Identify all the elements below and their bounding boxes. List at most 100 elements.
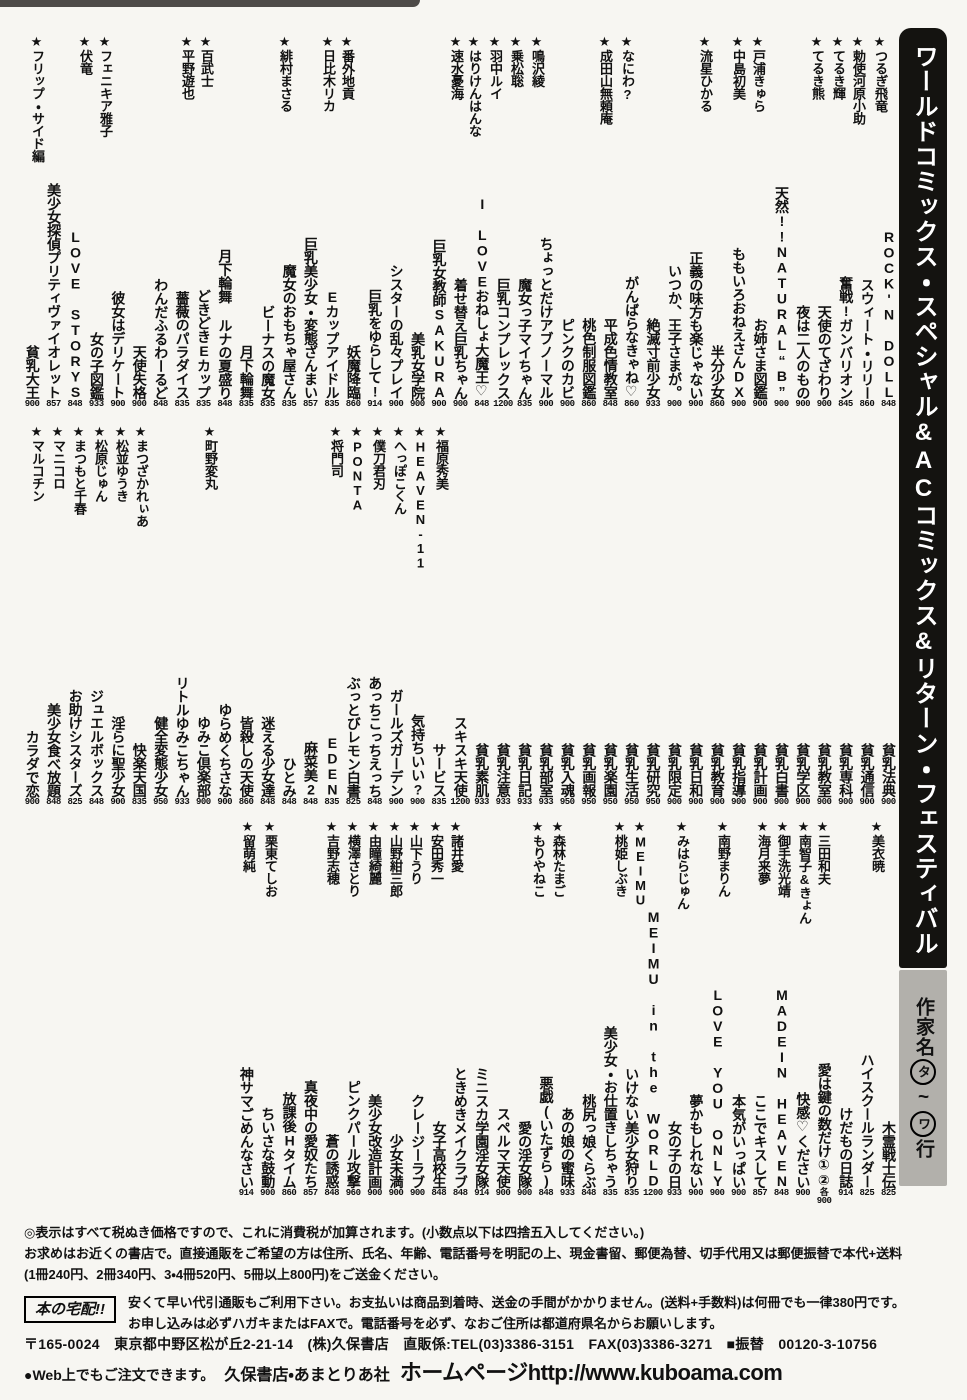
book-title: Eカップアイドル [324, 289, 341, 399]
book-price: 848 [452, 1188, 468, 1198]
author-name: ★はりけんはんな [467, 35, 482, 137]
book-price: 900 [795, 399, 811, 409]
book-price: 900 [731, 797, 746, 807]
author-name: ★松並ゆうき [114, 425, 129, 502]
book-price: 900 [131, 399, 147, 409]
book-price: 848 [46, 797, 61, 807]
book-title: ゆみこ倶楽部 [196, 716, 212, 797]
author-name: ★留萌純 [241, 820, 256, 872]
book-price: 900 [795, 1188, 811, 1198]
book-price: 900 [495, 1188, 511, 1198]
book-title: EDEN [324, 735, 341, 797]
book-title: 妖魔降臨 [345, 345, 362, 399]
book-price: 900 [410, 399, 425, 409]
book-title: 巨乳コンプレックス [495, 277, 512, 400]
book-price: 857 [302, 1188, 318, 1198]
book-price: 860 [581, 399, 596, 409]
book-title: ひとみ [281, 756, 298, 798]
book-title: 魔女のおもちゃ屋さん [281, 264, 298, 399]
book-title: 貧乳素肌 [474, 743, 491, 797]
book-price: 900 [410, 1188, 425, 1198]
author-name: ★まつもと千春 [72, 425, 87, 515]
author-name: ★諸井愛 [449, 820, 464, 872]
book-price: 900 [838, 797, 853, 807]
home-delivery-notes: 安くて早い代引通販もご利用下さい。お支払いは商品到着時、送金の手間がかかりません… [128, 1292, 905, 1334]
book-price: 860 [281, 1188, 297, 1198]
book-price: 848 [538, 1188, 554, 1198]
author-name: ★みはらじゅん [675, 820, 690, 910]
author-name: ★マルコチン [30, 425, 45, 502]
author-name: ★羽中ルイ [488, 35, 503, 100]
book-price: 848 [880, 399, 896, 409]
book-title: 蒼の誘惑 [324, 1134, 341, 1188]
book-price: 900 [110, 399, 126, 409]
book-price: 933 [495, 797, 511, 807]
author-name: ★吉野志穂 [325, 820, 340, 885]
book-price: 900 [880, 797, 896, 807]
book-title: 貧乳楽園 [602, 743, 619, 797]
book-price: 900 [666, 797, 682, 807]
book-title: 天然!!NATURAL“B” [773, 186, 790, 399]
book-price: 933 [474, 797, 489, 807]
book-title: 淫らに聖少女 [110, 716, 127, 797]
book-title: あっちこっちえっち [367, 675, 384, 798]
book-price: 933 [517, 797, 532, 807]
book-price: 848 [302, 797, 318, 807]
author-name: ★PONTA [350, 425, 365, 512]
index-from-circled: タ [910, 1059, 936, 1085]
book-price: 848 [602, 399, 618, 409]
author-name: ★美衣暁 [870, 820, 885, 872]
book-title: わんだふるわーるど [153, 277, 170, 400]
book-price: 950 [559, 797, 575, 807]
book-price: 900 [709, 1188, 725, 1198]
book-title: 美少女・お仕置きしちゃう [602, 1026, 619, 1188]
book-price: 914 [474, 1188, 489, 1198]
book-price: 835 [131, 797, 147, 807]
book-price: 950 [624, 797, 639, 807]
book-title: どきどきEカップ [196, 289, 212, 399]
book-price: 900 [688, 1188, 703, 1198]
catalog-band-2: ★福原秀美 ★HEAVEN-11 ★へっぽこくん ★僕刀君刃 ★PONTA ★将門司 ★町野… [20, 425, 899, 814]
book-title: MEIMU in the WORLD [645, 909, 662, 1188]
book-price: 848 [431, 1188, 447, 1198]
book-price: 900 [859, 797, 875, 807]
book-price: 835 [602, 1188, 618, 1198]
spine-series-banner: ワールドコミックス・スペシャル&ACコミックス&リターン・フェスティバル [899, 28, 947, 968]
book-price: 933 [645, 399, 661, 409]
book-title: 月下輪舞 [238, 345, 255, 399]
book-title: 快楽天国 [131, 743, 148, 797]
book-price: 900 [260, 1188, 275, 1198]
book-title: 悪戯(いたずら) [538, 1076, 555, 1188]
book-price: 848 [581, 1188, 596, 1198]
book-price: 900 [195, 797, 211, 807]
book-title: ぶっとびレモン白書 [345, 675, 362, 798]
author-name: ★山野紺三郎 [388, 820, 403, 897]
book-price: 848 [88, 797, 104, 807]
book-title: 巨乳をゆらして! [367, 289, 384, 399]
book-price: 各900 [816, 1188, 832, 1206]
author-name: ★フリップ・サイド編 [30, 35, 45, 162]
spine: ワールドコミックス・スペシャル&ACコミックス&リターン・フェスティバル 作家名… [899, 28, 947, 1186]
book-title: 迷える少女達 [260, 716, 277, 797]
book-title: 貧乳日和 [688, 743, 705, 797]
home-delivery-badge: 本の宅配!! [24, 1296, 116, 1323]
author-name: ★速水憂海 [449, 35, 464, 100]
book-title: 神サマごめんなさい [238, 1066, 255, 1189]
book-price: 900 [688, 399, 703, 409]
book-price: 860 [624, 399, 639, 409]
book-title: 着せ替え巨乳ちゃん [452, 277, 469, 400]
author-name: ★マニコロ [51, 425, 66, 490]
publisher-address: 〒165-0024 東京都中野区松が丘2-21-14 (株)久保書店 直販係:T… [24, 1336, 878, 1352]
book-title: 平成色情教室 [602, 318, 619, 399]
book-price: 950 [581, 797, 596, 807]
book-title: 真夜中の愛奴たち [303, 1080, 320, 1188]
book-title: 木霊戦士伝 [881, 1120, 897, 1189]
book-title: 貧乳画報 [581, 743, 598, 797]
book-title: 夢かもしれない [688, 1093, 705, 1189]
author-name: ★つるぎ飛竜 [873, 35, 888, 112]
book-title: 彼女はデリケート [110, 291, 127, 399]
book-price: 848 [324, 1188, 340, 1198]
book-price: 933 [559, 1188, 575, 1198]
book-price: 825 [345, 797, 361, 807]
book-price: 900 [452, 399, 468, 409]
